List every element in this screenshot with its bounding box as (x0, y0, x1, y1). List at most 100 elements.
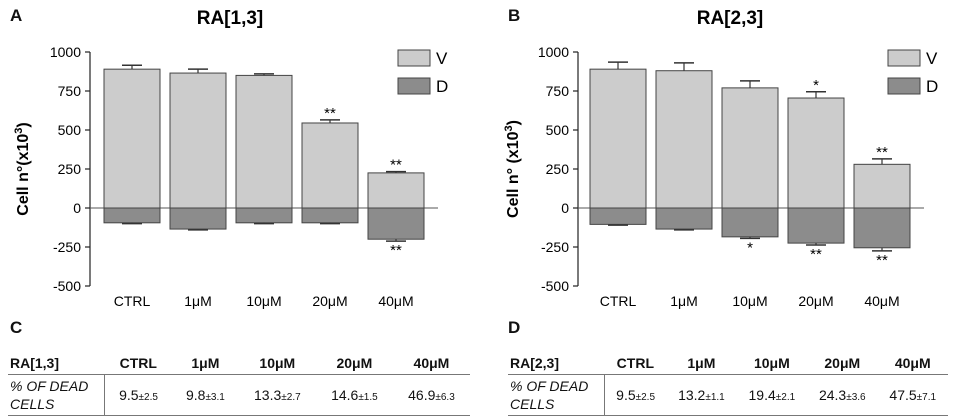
legend-label-viable: V (436, 49, 448, 68)
legend-swatch-viable (397, 49, 431, 67)
panel-letter-d: D (508, 318, 521, 337)
x-tick-label: CTRL (600, 293, 637, 309)
dead-cells-table-ra23: RA[2,3] CTRL 1μM 10μM 20μM 40μM % OF DEA… (508, 352, 948, 416)
bar-dead (589, 207, 647, 225)
table-cell: 13.2±1.1 (678, 387, 725, 403)
bar-dead (853, 207, 911, 249)
chart-ra23: RA[2,3] Cell n° (x103) 1000 750 500 250 0 -250 -… (503, 8, 938, 309)
bar-dead (655, 207, 713, 230)
column-header: 10μM (753, 355, 790, 371)
x-tick-label: 20μM (312, 293, 347, 309)
bar-viable (301, 122, 359, 209)
y-axis-label: Cell n°(x103) (13, 122, 32, 215)
bar-viable (103, 68, 161, 209)
y-tick-label: -250 (53, 239, 81, 255)
row-label: % OF DEAD CELLS (8, 374, 105, 416)
table-cell: 13.3±2.7 (254, 387, 301, 403)
column-header: CTRL (616, 355, 654, 371)
y-tick-label: 500 (546, 122, 570, 138)
bar-dead (169, 207, 227, 230)
significance-marker-dead: ** (390, 242, 402, 259)
x-tick-label: 10μM (732, 293, 767, 309)
table-header-row: RA[2,3] CTRL 1μM 10μM 20μM 40μM (508, 352, 948, 375)
bar-viable (787, 97, 845, 209)
bar-viable (655, 70, 713, 209)
panel-letter-a: A (10, 6, 23, 25)
significance-marker-dead: ** (810, 246, 822, 263)
y-tick-label: 1000 (50, 44, 81, 60)
bar-viable (589, 68, 647, 209)
x-tick-label: CTRL (114, 293, 151, 309)
legend-swatch-viable (887, 49, 921, 67)
column-header: 20μM (336, 355, 373, 371)
dead-cells-table-ra13: RA[1,3] CTRL 1μM 10μM 20μM 40μM % OF DEA… (8, 352, 470, 416)
y-tick-label: -500 (53, 278, 81, 294)
legend-label-dead: D (436, 77, 448, 96)
bar-dead (103, 207, 161, 224)
table-cell: 9.8±3.1 (185, 387, 225, 403)
bar-dead (301, 207, 359, 224)
table-cell: 24.3±3.6 (818, 387, 866, 403)
significance-marker-viable: ** (876, 144, 888, 161)
column-header: 20μM (824, 355, 861, 371)
legend-label-viable: V (926, 49, 938, 68)
table-label: RA[2,3] (510, 355, 560, 371)
panel-letter-c: C (10, 318, 23, 337)
y-tick-label: -500 (541, 278, 569, 294)
x-tick-label: 1μM (670, 293, 698, 309)
chart-title: RA[1,3] (197, 8, 264, 29)
y-tick-label: 0 (73, 200, 81, 216)
column-header: 40μM (413, 355, 450, 371)
significance-marker-dead: ** (876, 252, 888, 269)
bar-dead (235, 207, 293, 224)
bar-viable (853, 163, 911, 209)
table-cell: 9.5±2.5 (119, 387, 158, 403)
panel-letter-b: B (508, 6, 521, 25)
x-tick-label: 40μM (378, 293, 413, 309)
significance-marker-viable: ** (390, 157, 402, 174)
column-header: 1μM (191, 355, 220, 371)
row-label: % OF DEAD CELLS (508, 374, 605, 416)
table-cell: 9.5±2.5 (616, 387, 656, 403)
bar-viable (169, 72, 227, 209)
column-header: CTRL (119, 355, 157, 371)
table-header-row: RA[1,3] CTRL 1μM 10μM 20μM 40μM (8, 352, 470, 375)
table-row: % OF DEAD CELLS 9.5±2.5 9.8±3.1 13.3±2.7… (8, 374, 470, 416)
column-header: 40μM (894, 355, 931, 371)
table-label: RA[1,3] (10, 355, 60, 371)
significance-marker-dead: * (747, 239, 753, 256)
column-header: 10μM (259, 355, 296, 371)
x-tick-label: 40μM (864, 293, 899, 309)
y-tick-label: 750 (58, 83, 82, 99)
table-cell: 14.6±1.5 (331, 387, 378, 403)
y-tick-label: 0 (561, 200, 569, 216)
y-tick-label: 1000 (538, 44, 569, 60)
legend-swatch-dead (397, 77, 431, 95)
bar-viable (367, 172, 425, 209)
x-tick-label: 10μM (246, 293, 281, 309)
table-cell: 19.4±2.1 (748, 387, 796, 403)
significance-marker-viable: ** (324, 105, 336, 122)
bar-viable (721, 87, 779, 209)
column-header: 1μM (687, 355, 716, 371)
y-tick-label: 250 (546, 161, 570, 177)
x-tick-label: 1μM (184, 293, 212, 309)
y-tick-label: 250 (58, 161, 82, 177)
legend-label-dead: D (926, 77, 938, 96)
bar-dead (721, 207, 779, 238)
y-tick-label: -250 (541, 239, 569, 255)
significance-marker-viable: * (813, 77, 819, 94)
bar-dead (787, 207, 845, 244)
x-tick-label: 20μM (798, 293, 833, 309)
bar-dead (367, 207, 425, 240)
table-cell: 47.5±7.1 (889, 387, 937, 403)
legend-swatch-dead (887, 77, 921, 95)
chart-ra13: RA[1,3] Cell n°(x103) 1000 750 500 250 0 -250 -5… (13, 8, 448, 309)
table-cell: 46.9±6.3 (408, 387, 455, 403)
chart-title: RA[2,3] (697, 8, 764, 29)
y-axis-label: Cell n° (x103) (503, 120, 522, 218)
y-tick-label: 750 (546, 83, 570, 99)
bar-viable (235, 74, 293, 209)
y-tick-label: 500 (58, 122, 82, 138)
table-row: % OF DEAD CELLS 9.5±2.5 13.2±1.1 19.4±2.… (508, 374, 948, 416)
